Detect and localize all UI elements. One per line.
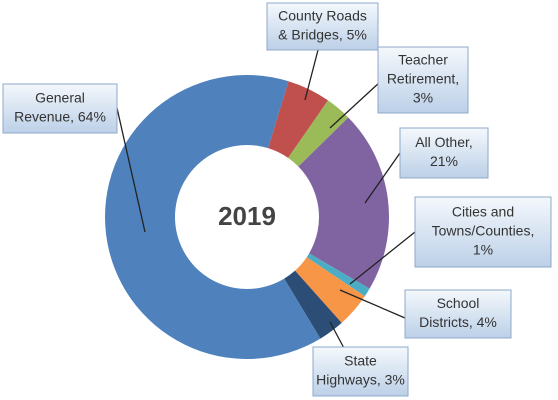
data-label: Cities and <box>452 204 514 220</box>
data-label: Retirement, <box>387 71 459 87</box>
label-box <box>377 46 469 114</box>
data-label: & Bridges, 5% <box>278 27 367 43</box>
leader-line <box>364 152 401 204</box>
label-box <box>312 346 409 397</box>
label-box <box>404 289 512 339</box>
donut-segment <box>268 81 329 158</box>
donut-segment <box>298 117 389 289</box>
leader-line <box>349 231 416 285</box>
donut-segment <box>104 74 321 359</box>
data-label: School <box>437 295 480 311</box>
data-label: 3% <box>413 90 433 106</box>
label-box <box>2 83 118 134</box>
leader-line <box>304 49 319 101</box>
data-label: Revenue, 64% <box>14 109 106 125</box>
leader-line <box>339 289 406 319</box>
data-label: Teacher <box>398 52 448 68</box>
data-label: 1% <box>473 242 493 258</box>
donut-segment <box>306 253 370 297</box>
data-label: County Roads <box>278 8 367 24</box>
donut-segment <box>284 270 342 339</box>
data-label: Towns/Counties, <box>432 223 535 239</box>
data-label: General <box>35 90 85 106</box>
label-box <box>266 2 379 51</box>
donut-segment <box>295 257 365 323</box>
leader-line <box>329 81 381 129</box>
data-label: All Other, <box>415 134 473 150</box>
data-label: Districts, 4% <box>419 314 497 330</box>
data-label: State <box>344 353 377 369</box>
data-label: 21% <box>430 153 458 169</box>
chart-title: 2019 <box>218 201 276 231</box>
label-box <box>414 196 552 268</box>
data-label: Highways, 3% <box>316 372 405 388</box>
label-box <box>399 127 489 179</box>
leader-line <box>329 321 346 351</box>
donut-segment <box>288 100 349 167</box>
leader-line <box>116 107 146 233</box>
